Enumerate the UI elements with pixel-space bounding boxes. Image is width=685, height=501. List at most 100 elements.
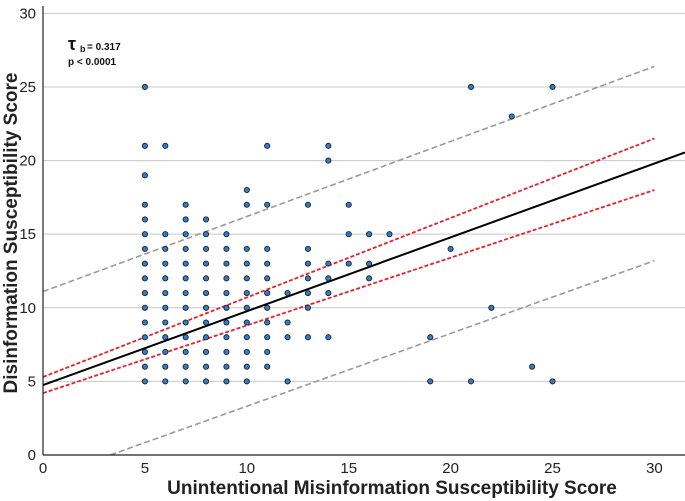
data-point [345,201,352,208]
data-point [202,363,210,370]
data-point [141,231,148,238]
data-point [141,319,148,326]
data-point [325,334,332,341]
data-point [243,290,250,297]
data-point [467,83,475,91]
data-point [162,304,169,311]
data-point [141,142,148,149]
data-point [141,83,148,91]
data-point [162,334,169,341]
data-point [345,260,352,267]
axes [42,6,685,456]
data-point [243,275,250,282]
data-point [141,260,148,267]
data-point [223,290,230,297]
bands [42,65,685,456]
data-point [345,231,352,238]
data-point [243,378,250,385]
x-tick-label: 5 [141,460,149,477]
data-point [223,231,230,238]
data-point [141,275,148,282]
y-axis-title: Disinformation Susceptibility Score [1,73,22,394]
data-point [488,304,495,311]
data-point [427,334,434,341]
tick-labels: 0 5 10 15 20 25 30 0 5 10 15 20 25 30 [19,5,662,477]
data-point [182,275,189,282]
data-point [243,319,250,326]
data-point [264,363,271,370]
data-point [162,363,169,370]
data-point [264,142,271,149]
tau-subscript: b [80,44,86,54]
data-point [202,260,210,267]
data-point [366,231,373,238]
data-point [202,245,210,252]
data-point [243,334,250,341]
data-point [202,216,210,223]
data-point [243,348,250,356]
y-tick-label: 30 [19,5,36,22]
data-point [162,275,169,282]
data-point [141,172,148,179]
data-point [182,201,189,208]
data-point [304,275,312,282]
y-tick-label: 5 [28,373,36,390]
data-point [304,304,312,311]
y-tick-label: 10 [19,300,36,317]
data-point [162,319,169,326]
data-point [243,363,250,370]
data-point [202,348,210,356]
data-point [467,378,475,385]
data-point [202,319,210,326]
x-tick-label: 30 [646,460,663,477]
data-point [264,260,271,267]
y-tick-label: 20 [19,153,36,170]
data-point [141,304,148,311]
data-point [141,290,148,297]
data-point [162,290,169,297]
data-point [141,378,148,385]
data-point [162,260,169,267]
data-point [243,201,250,208]
tau-symbol: τ [68,34,76,54]
prediction-band-lower [109,259,655,456]
x-tick-label: 25 [544,460,561,477]
data-point [202,275,210,282]
regression-line [42,151,685,387]
data-point [264,201,271,208]
x-tick-label: 10 [238,460,255,477]
data-point [284,378,291,385]
data-point [202,378,210,385]
data-point [182,334,189,341]
data-point [223,304,230,311]
data-point [223,378,230,385]
gridlines [43,12,685,382]
data-point [223,275,230,282]
data-point [304,245,312,252]
data-point [141,334,148,341]
data-point [243,186,250,194]
prediction-band-upper [42,65,655,293]
data-point [182,231,189,238]
data-points [141,83,556,385]
data-point [243,304,250,311]
data-point [264,275,271,282]
data-point [182,216,189,223]
data-point [182,363,189,370]
x-tick-label: 15 [340,460,357,477]
data-point [304,260,312,267]
data-point [264,304,271,311]
data-point [304,334,312,341]
data-point [223,319,230,326]
data-point [386,231,393,238]
data-point [182,245,189,252]
data-point [325,142,332,149]
x-tick-label: 0 [39,460,47,477]
data-point [141,216,148,223]
data-point [529,363,536,370]
stats-annotation: τ b = 0.317 p < 0.0001 [68,34,121,68]
data-point [325,157,332,164]
data-point [162,231,169,238]
y-tick-label: 25 [19,79,36,96]
data-point [182,378,189,385]
